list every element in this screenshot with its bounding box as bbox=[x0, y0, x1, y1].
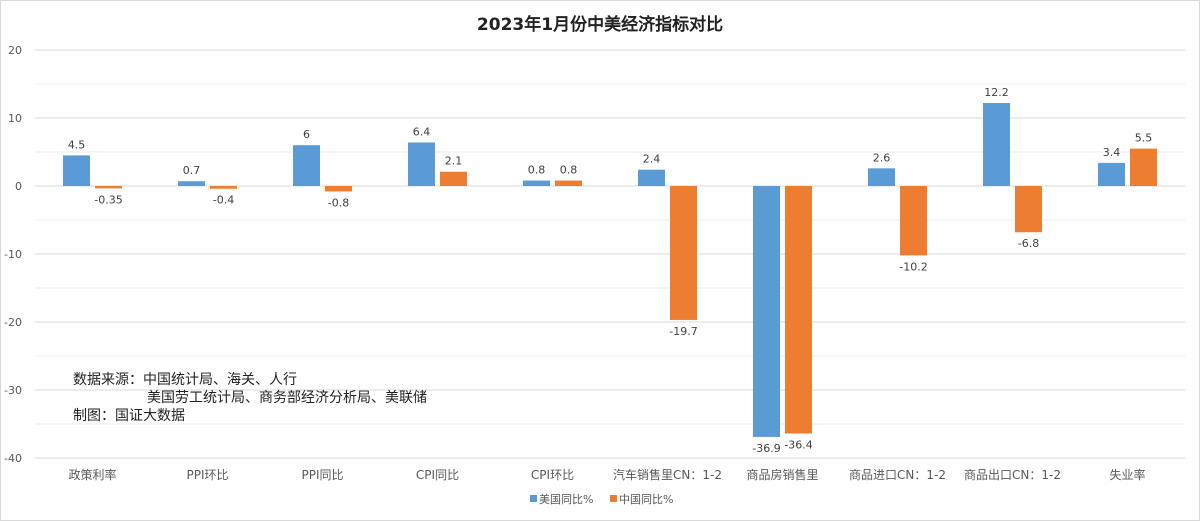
source-note: 数据来源：中国统计局、海关、人行 bbox=[73, 372, 297, 388]
bar-cn bbox=[440, 171, 467, 186]
data-label: 0.8 bbox=[560, 164, 578, 177]
x-tick-label: 汽车销售里CN：1-2 bbox=[613, 467, 722, 482]
y-tick-label: 0 bbox=[15, 180, 22, 193]
data-label: -6.8 bbox=[1018, 237, 1039, 250]
x-tick-label: 商品出口CN：1-2 bbox=[964, 467, 1061, 482]
x-tick-label: 失业率 bbox=[1109, 467, 1145, 482]
data-label: 2.4 bbox=[643, 153, 661, 166]
data-label: -36.9 bbox=[752, 442, 780, 455]
bar-cn bbox=[670, 186, 697, 320]
data-label: -0.8 bbox=[328, 196, 349, 209]
data-label: -0.35 bbox=[94, 193, 122, 206]
bar-cn bbox=[555, 180, 582, 186]
data-label: -10.2 bbox=[899, 260, 927, 273]
bar-us bbox=[753, 186, 780, 437]
bar-us bbox=[1098, 162, 1125, 186]
data-label: 6 bbox=[303, 128, 310, 141]
bar-us bbox=[63, 155, 90, 186]
bar-us bbox=[868, 168, 895, 186]
y-tick-label: -10 bbox=[4, 248, 22, 261]
legend-label: 中国同比% bbox=[619, 493, 673, 506]
data-label: 4.5 bbox=[68, 138, 86, 151]
legend-label: 美国同比% bbox=[539, 493, 593, 506]
data-label: -19.7 bbox=[669, 325, 697, 338]
data-label: 2.1 bbox=[445, 155, 463, 168]
x-tick-label: CPI同比 bbox=[416, 468, 459, 482]
bar-us bbox=[983, 103, 1010, 186]
y-tick-label: -20 bbox=[4, 316, 22, 329]
data-label: 5.5 bbox=[1135, 132, 1153, 145]
chart-title: 2023年1月份中美经济指标对比 bbox=[476, 15, 724, 35]
x-tick-label: 政策利率 bbox=[68, 467, 116, 482]
x-tick-label: 商品房销售里 bbox=[746, 467, 818, 482]
y-tick-label: 20 bbox=[8, 44, 22, 57]
data-label: 6.4 bbox=[413, 125, 431, 138]
bar-cn bbox=[1015, 186, 1042, 233]
source-note-line2: 美国劳工统计局、商务部经济分析局、美联储 bbox=[147, 390, 427, 406]
y-tick-label: -30 bbox=[4, 384, 22, 397]
data-label: 12.2 bbox=[984, 86, 1009, 99]
bar-us bbox=[638, 169, 665, 186]
bar-cn bbox=[900, 186, 927, 256]
data-label: 0.7 bbox=[183, 164, 201, 177]
bar-us bbox=[523, 180, 550, 186]
bar-cn bbox=[95, 186, 122, 189]
legend-swatch bbox=[610, 495, 617, 502]
x-tick-label: 商品进口CN：1-2 bbox=[849, 467, 946, 482]
bar-us bbox=[293, 145, 320, 186]
bar-cn bbox=[785, 186, 812, 434]
y-tick-label: 10 bbox=[8, 112, 22, 125]
bar-us bbox=[178, 181, 205, 186]
data-label: -36.4 bbox=[784, 439, 812, 452]
author-note: 制图：国证大数据 bbox=[73, 408, 185, 424]
data-label: 3.4 bbox=[1103, 146, 1121, 159]
x-tick-label: PPI环比 bbox=[186, 468, 228, 482]
bar-cn bbox=[210, 186, 237, 189]
data-label: -0.4 bbox=[213, 194, 234, 207]
data-label: 0.8 bbox=[528, 164, 546, 177]
bar-cn bbox=[1130, 148, 1157, 186]
y-tick-label: -40 bbox=[4, 452, 22, 465]
bar-cn bbox=[325, 186, 352, 192]
bar-us bbox=[408, 142, 435, 186]
x-tick-label: CPI环比 bbox=[531, 468, 574, 482]
x-tick-label: PPI同比 bbox=[301, 468, 343, 482]
data-label: 2.6 bbox=[873, 151, 891, 164]
legend-swatch bbox=[530, 495, 537, 502]
